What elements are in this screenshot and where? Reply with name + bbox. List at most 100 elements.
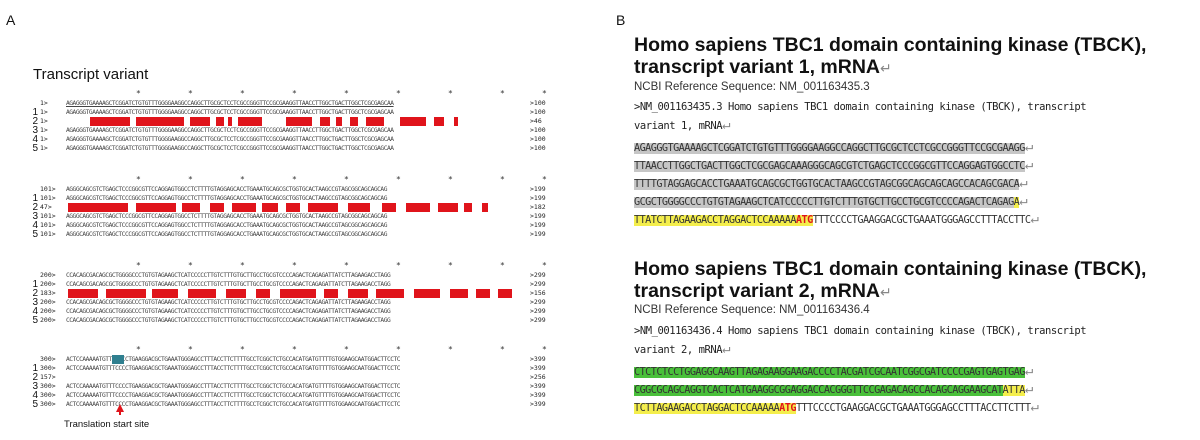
consensus-row: 1> AGAGGGTGAAAAGCTCGGATCTGTGTTTGGGGAAGGCC… [40, 99, 580, 108]
return-mark-icon: ↵ [1030, 211, 1039, 227]
row-start: 1> [40, 99, 48, 107]
tick-mark: * [542, 175, 547, 184]
row-number: 1 [32, 107, 38, 118]
mismatch-block [376, 289, 404, 298]
variant1-desc-line2: variant 1, mRNA [634, 120, 723, 132]
variant-row-1: 1 101> AGGGCAGCGTCTGAGCTCCCGGCGTTCCAGGAGTG… [32, 194, 580, 204]
sequence-segment: TTTCCCCTGAAGGACGCTGAAATGGGAGCCTTTACCTTC [812, 215, 1031, 226]
row-number: 3 [32, 297, 38, 308]
sequence-segment: GCGCTGGGGCCCTGTGTAGAAGCTCATCCCCCTTGTCTTT… [634, 197, 1014, 208]
alignment-block-2: * * * * * * * * * 101> AGGGCAGCGTCTGAGCTCCCGGCGTTC… [32, 176, 580, 240]
return-mark-icon: ↵ [880, 284, 892, 300]
row-number: 5 [32, 399, 38, 410]
row-end: >399 [530, 391, 546, 399]
tick-mark: * [344, 345, 349, 354]
row-start: 200> [40, 271, 56, 279]
row-start: 101> [40, 185, 56, 193]
row-sequence: ACTCCAAAAATGTTTCCCCTGAAGGACGCTGAAATGGGAG… [66, 374, 401, 381]
mismatch-block [106, 289, 146, 298]
mismatch-block [228, 117, 232, 126]
tick-mark: * [448, 175, 453, 184]
tick-mark: * [448, 261, 453, 270]
sequence-segment: CTCTCTCCTGGAGGCAAGTTAGAGAAGGAAGACCCCTACG… [634, 367, 1025, 378]
sequence-line: CTCTCTCCTGGAGGCAAGTTAGAGAAGGAAGACCCCTACG… [634, 362, 1194, 380]
sequence-segment: TTTTGTAGGAGCACCTGAAATGCAGCGCTGGTGCACTAAG… [634, 179, 1020, 190]
row-start: 200> [40, 316, 56, 324]
variant2-desc-line2: variant 2, mRNA [634, 344, 723, 356]
variant-row-3: 3 300> ACTCCAAAAATGTTTCCCCTGAAGGACGCTGAAAT… [32, 382, 580, 392]
tick-mark: * [396, 175, 401, 184]
panel-a: A Transcript variant * * * * * * * * * 1> AGAGGGTG… [6, 12, 580, 430]
mismatch-block [464, 203, 472, 212]
variant-row-3: 3 1> AGAGGGTGAAAAGCTCGGATCTGTGTTTGGGGAAGGC… [32, 126, 580, 136]
sequence-line: GCGCTGGGGCCCTGTGTAGAAGCTCATCCCCCTTGTCTTT… [634, 192, 1194, 210]
variant2-title: Homo sapiens TBC1 domain containing kina… [634, 258, 1194, 303]
start-codon-atg: ATG [795, 215, 813, 226]
sequence-segment: ATTA [1002, 385, 1025, 396]
row-sequence: -----CTGCCT-CGGTTCCGCGA----------- [66, 117, 528, 126]
row-sequence: AGGGCAGCGTCTGAGCTCCCGGCGTTCCAGGAGTGGCCTC… [66, 222, 387, 229]
row-end: >199 [530, 221, 546, 229]
row-sequence: ACTCCAAAAATGTTTCCCCTGAAGGACGCTGAAATGGGAG… [66, 383, 401, 390]
tick-mark: * [240, 345, 245, 354]
row-end: >100 [530, 126, 546, 134]
tick-mark: * [344, 89, 349, 98]
tick-row: * * * * * * * * * [40, 90, 580, 99]
mismatch-block [434, 117, 444, 126]
start-codon-atg: ATG [779, 403, 796, 414]
row-end: >199 [530, 185, 546, 193]
row-start: 1> [40, 117, 48, 125]
row-end: >299 [530, 280, 546, 288]
row-end: >299 [530, 271, 546, 279]
tick-mark: * [136, 175, 141, 184]
row-start: 300> [40, 391, 56, 399]
tick-mark: * [292, 175, 297, 184]
mismatch-block [308, 203, 338, 212]
row-sequence: AGAGGGTGAAAAGCTCGGATCTGTGTTTGGGGAAGGCCAG… [66, 136, 394, 143]
row-number: 3 [32, 211, 38, 222]
row-start: 1> [40, 144, 48, 152]
return-mark-icon: ↵ [1019, 193, 1028, 209]
variant2-desc-line1: >NM_001163436.4 Homo sapiens TBC1 domain… [634, 325, 1087, 337]
mismatch-block [210, 203, 224, 212]
consensus-row: 101> AGGGCAGCGTCTGAGCTCCCGGCGTTCCAGGAGTGG… [40, 185, 580, 194]
variant-row-2: 2 157> ACTCCAAAAATGTTTCCCCTGAAGGACGCTGAAAT… [32, 373, 580, 383]
tick-mark: * [344, 175, 349, 184]
row-start: 200> [40, 298, 56, 306]
row-sequence: AGGGCAGCGTCTGAGCTCCCGGCGTTCCAGGAGTGGCCTC… [66, 231, 387, 238]
tick-mark: * [448, 89, 453, 98]
row-sequence: AGAGGGTGAAAAGCTCGGATCTGTGTTTGGGGAAGGCCAG… [66, 145, 394, 152]
row-number: 5 [32, 143, 38, 154]
mismatch-block [382, 203, 396, 212]
tick-row: * * * * * * * * * [40, 176, 580, 185]
variant-row-1: 1 300> ACTCCAAAAATGTTTCCCCTGAAGGACGCTGAAAT… [32, 364, 580, 374]
row-end: >100 [530, 99, 546, 107]
mismatch-block [190, 117, 210, 126]
row-sequence: ACTCCAAAAATGTTTCCCCTGAAGGACGCTGAAATGGGAG… [66, 365, 401, 372]
mismatch-block [280, 289, 316, 298]
translation-start-label: Translation start site [64, 419, 150, 430]
row-number: 2 [32, 372, 38, 383]
variant1-title-line1: Homo sapiens TBC1 domain containing kina… [634, 34, 1147, 56]
mismatch-block [90, 117, 130, 126]
sequence-segment: TTTCCCCTGAAGGACGCTGAAATGGGAGCCTTTACCTTCT… [795, 403, 1031, 414]
tick-mark: * [136, 261, 141, 270]
tick-mark: * [542, 345, 547, 354]
sequence-line: TTATCTTAGAAGACCTAGGACTCCAAAAAATGTTTCCCCT… [634, 210, 1194, 228]
variant-row-5: 5 101> AGGGCAGCGTCTGAGCTCCCGGCGTTCCAGGAGTG… [32, 230, 580, 240]
row-number: 4 [32, 390, 38, 401]
return-mark-icon: ↵ [1024, 381, 1033, 397]
row-end: >100 [530, 144, 546, 152]
mismatch-block [136, 203, 176, 212]
row-end: >299 [530, 316, 546, 324]
row-sequence: CCACAGCGACAGCGCTGGGGCCCTGTGTAGAAGCTCATCC… [66, 317, 391, 324]
row-end: >299 [530, 307, 546, 315]
return-mark-icon: ↵ [1024, 139, 1033, 155]
row-end: >256 [530, 373, 546, 381]
row-sequence: CCACAGCGACAGCGCTGGGGCCCTGTGTAGAAGCTCATCC… [66, 308, 391, 315]
row-start: 1> [40, 126, 48, 134]
row-number: 1 [32, 363, 38, 374]
translation-start-arrow-stem [119, 411, 121, 415]
variant1-sequence: AGAGGGTGAAAAGCTCGGATCTGTGTTTGGGGAAGGCCAG… [634, 138, 1194, 228]
